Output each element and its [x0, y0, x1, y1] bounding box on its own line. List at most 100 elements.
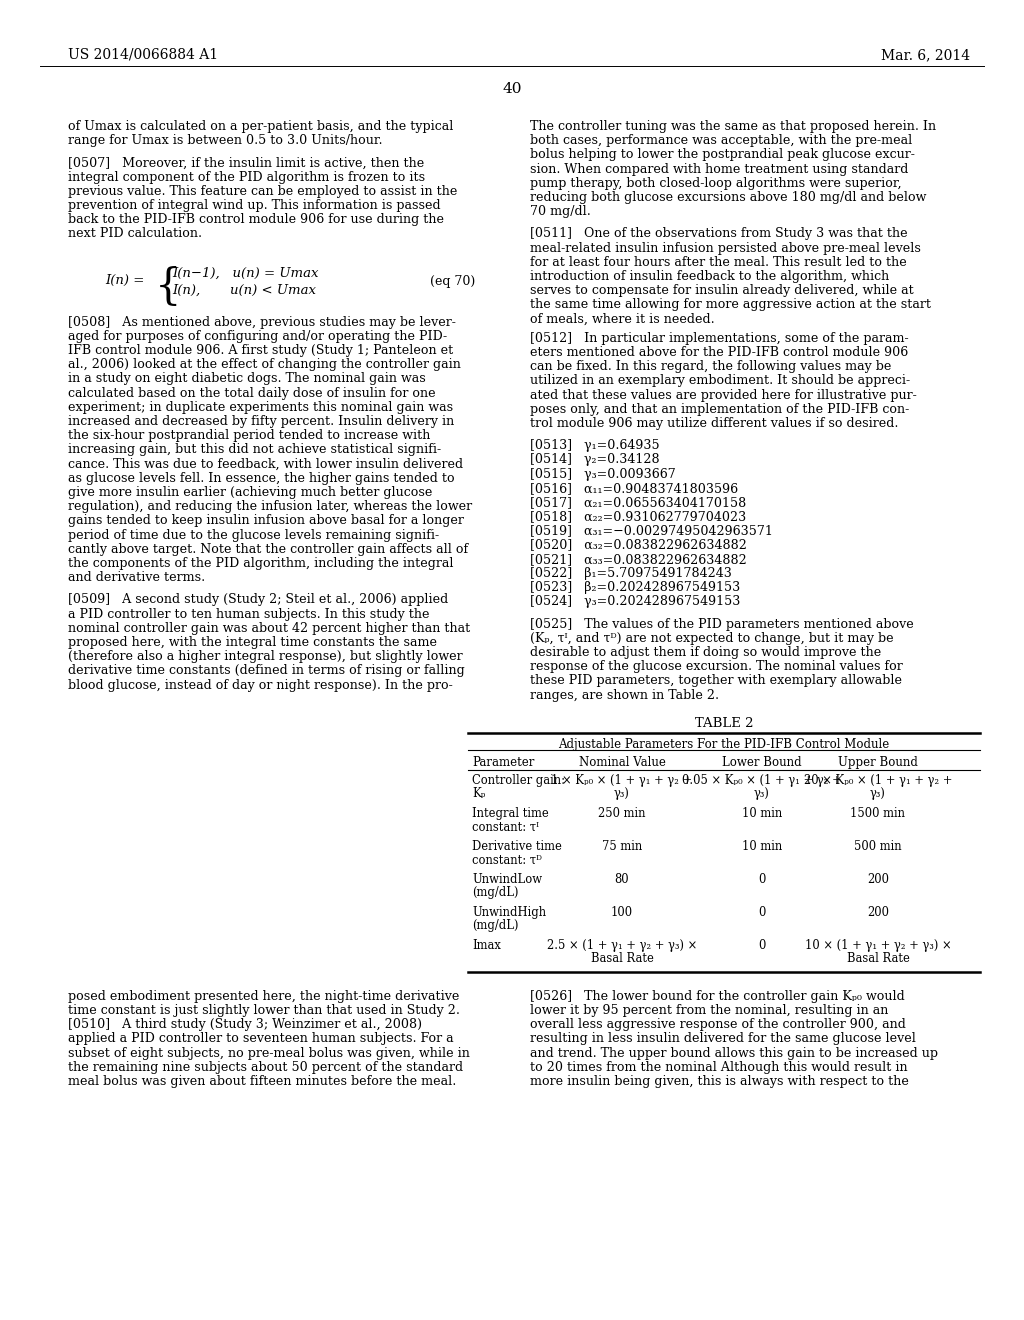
Text: trol module 906 may utilize different values if so desired.: trol module 906 may utilize different va… — [530, 417, 898, 430]
Text: 70 mg/dl.: 70 mg/dl. — [530, 205, 591, 218]
Text: can be fixed. In this regard, the following values may be: can be fixed. In this regard, the follow… — [530, 360, 891, 374]
Text: 500 min: 500 min — [854, 840, 902, 853]
Text: Basal Rate: Basal Rate — [591, 952, 653, 965]
Text: cantly above target. Note that the controller gain affects all of: cantly above target. Note that the contr… — [68, 543, 468, 556]
Text: [0515]   γ₃=0.0093667: [0515] γ₃=0.0093667 — [530, 467, 676, 480]
Text: US 2014/0066884 A1: US 2014/0066884 A1 — [68, 48, 218, 62]
Text: 0: 0 — [759, 939, 766, 952]
Text: 1 × Kₚ₀ × (1 + γ₁ + γ₂ +: 1 × Kₚ₀ × (1 + γ₁ + γ₂ + — [551, 774, 692, 787]
Text: these PID parameters, together with exemplary allowable: these PID parameters, together with exem… — [530, 675, 902, 688]
Text: 20 × Kₚ₀ × (1 + γ₁ + γ₂ +: 20 × Kₚ₀ × (1 + γ₁ + γ₂ + — [804, 774, 952, 787]
Text: and trend. The upper bound allows this gain to be increased up: and trend. The upper bound allows this g… — [530, 1047, 938, 1060]
Text: (mg/dL): (mg/dL) — [472, 886, 518, 899]
Text: the components of the PID algorithm, including the integral: the components of the PID algorithm, inc… — [68, 557, 454, 570]
Text: Controller gain:: Controller gain: — [472, 774, 565, 787]
Text: reducing both glucose excursions above 180 mg/dl and below: reducing both glucose excursions above 1… — [530, 191, 927, 205]
Text: back to the PID-IFB control module 906 for use during the: back to the PID-IFB control module 906 f… — [68, 214, 444, 226]
Text: [0526]   The lower bound for the controller gain Kₚ₀ would: [0526] The lower bound for the controlle… — [530, 990, 905, 1003]
Text: lower it by 95 percent from the nominal, resulting in an: lower it by 95 percent from the nominal,… — [530, 1005, 889, 1016]
Text: poses only, and that an implementation of the PID-IFB con-: poses only, and that an implementation o… — [530, 403, 909, 416]
Text: increasing gain, but this did not achieve statistical signifi-: increasing gain, but this did not achiev… — [68, 444, 441, 457]
Text: γ₃): γ₃) — [614, 787, 630, 800]
Text: 1500 min: 1500 min — [851, 807, 905, 820]
Text: time constant is just slightly lower than that used in Study 2.: time constant is just slightly lower tha… — [68, 1005, 460, 1016]
Text: 250 min: 250 min — [598, 807, 646, 820]
Text: γ₃): γ₃) — [870, 787, 886, 800]
Text: eters mentioned above for the PID-IFB control module 906: eters mentioned above for the PID-IFB co… — [530, 346, 908, 359]
Text: [0513]   γ₁=0.64935: [0513] γ₁=0.64935 — [530, 440, 659, 453]
Text: constant: τᴰ: constant: τᴰ — [472, 853, 542, 866]
Text: [0522]   β₁=5.70975491784243: [0522] β₁=5.70975491784243 — [530, 568, 732, 579]
Text: blood glucose, instead of day or night response). In the pro-: blood glucose, instead of day or night r… — [68, 678, 453, 692]
Text: Mar. 6, 2014: Mar. 6, 2014 — [881, 48, 970, 62]
Text: 80: 80 — [614, 873, 630, 886]
Text: both cases, performance was acceptable, with the pre-meal: both cases, performance was acceptable, … — [530, 135, 912, 148]
Text: UnwindHigh: UnwindHigh — [472, 906, 546, 919]
Text: Derivative time: Derivative time — [472, 840, 562, 853]
Text: proposed here, with the integral time constants the same: proposed here, with the integral time co… — [68, 636, 437, 649]
Text: [0520]   α₃₂=0.083822962634882: [0520] α₃₂=0.083822962634882 — [530, 539, 746, 552]
Text: [0518]   α₂₂=0.931062779704023: [0518] α₂₂=0.931062779704023 — [530, 511, 746, 523]
Text: (eq 70): (eq 70) — [430, 275, 475, 288]
Text: 0: 0 — [759, 906, 766, 919]
Text: 100: 100 — [611, 906, 633, 919]
Text: as glucose levels fell. In essence, the higher gains tended to: as glucose levels fell. In essence, the … — [68, 471, 455, 484]
Text: ranges, are shown in Table 2.: ranges, are shown in Table 2. — [530, 689, 719, 702]
Text: Nominal Value: Nominal Value — [579, 756, 666, 768]
Text: 75 min: 75 min — [602, 840, 642, 853]
Text: applied a PID controller to seventeen human subjects. For a: applied a PID controller to seventeen hu… — [68, 1032, 454, 1045]
Text: introduction of insulin feedback to the algorithm, which: introduction of insulin feedback to the … — [530, 271, 889, 282]
Text: The controller tuning was the same as that proposed herein. In: The controller tuning was the same as th… — [530, 120, 936, 133]
Text: serves to compensate for insulin already delivered, while at: serves to compensate for insulin already… — [530, 284, 913, 297]
Text: the same time allowing for more aggressive action at the start: the same time allowing for more aggressi… — [530, 298, 931, 312]
Text: 2.5 × (1 + γ₁ + γ₂ + γ₃) ×: 2.5 × (1 + γ₁ + γ₂ + γ₃) × — [547, 939, 697, 952]
Text: 10 min: 10 min — [741, 840, 782, 853]
Text: derivative time constants (defined in terms of rising or falling: derivative time constants (defined in te… — [68, 664, 465, 677]
Text: regulation), and reducing the infusion later, whereas the lower: regulation), and reducing the infusion l… — [68, 500, 472, 513]
Text: prevention of integral wind up. This information is passed: prevention of integral wind up. This inf… — [68, 199, 440, 213]
Text: [0510]   A third study (Study 3; Weinzimer et al., 2008): [0510] A third study (Study 3; Weinzimer… — [68, 1018, 422, 1031]
Text: [0523]   β₂=0.202428967549153: [0523] β₂=0.202428967549153 — [530, 581, 740, 594]
Text: I(n−1),   u(n) = Umax: I(n−1), u(n) = Umax — [172, 267, 318, 280]
Text: subset of eight subjects, no pre-meal bolus was given, while in: subset of eight subjects, no pre-meal bo… — [68, 1047, 470, 1060]
Text: gains tended to keep insulin infusion above basal for a longer: gains tended to keep insulin infusion ab… — [68, 515, 464, 528]
Text: integral component of the PID algorithm is frozen to its: integral component of the PID algorithm … — [68, 170, 425, 183]
Text: [0519]   α₃₁=−0.00297495042963571: [0519] α₃₁=−0.00297495042963571 — [530, 524, 773, 537]
Text: Lower Bound: Lower Bound — [722, 756, 802, 768]
Text: Adjustable Parameters For the PID-IFB Control Module: Adjustable Parameters For the PID-IFB Co… — [558, 738, 890, 751]
Text: 0.05 × Kₚ₀ × (1 + γ₁ + γ₂ +: 0.05 × Kₚ₀ × (1 + γ₁ + γ₂ + — [682, 774, 842, 787]
Text: I(n) =: I(n) = — [105, 273, 144, 286]
Text: [0508]   As mentioned above, previous studies may be lever-: [0508] As mentioned above, previous stud… — [68, 315, 456, 329]
Text: Parameter: Parameter — [472, 756, 535, 768]
Text: γ₃): γ₃) — [754, 787, 770, 800]
Text: to 20 times from the nominal Although this would result in: to 20 times from the nominal Although th… — [530, 1061, 907, 1073]
Text: of meals, where it is needed.: of meals, where it is needed. — [530, 313, 715, 326]
Text: the remaining nine subjects about 50 percent of the standard: the remaining nine subjects about 50 per… — [68, 1061, 463, 1073]
Text: and derivative terms.: and derivative terms. — [68, 572, 205, 585]
Text: meal-related insulin infusion persisted above pre-meal levels: meal-related insulin infusion persisted … — [530, 242, 921, 255]
Text: 10 × (1 + γ₁ + γ₂ + γ₃) ×: 10 × (1 + γ₁ + γ₂ + γ₃) × — [805, 939, 951, 952]
Text: Imax: Imax — [472, 939, 501, 952]
Text: Upper Bound: Upper Bound — [838, 756, 918, 768]
Text: IFB control module 906. A first study (Study 1; Panteleon et: IFB control module 906. A first study (S… — [68, 345, 454, 356]
Text: of Umax is calculated on a per-patient basis, and the typical: of Umax is calculated on a per-patient b… — [68, 120, 454, 133]
Text: 0: 0 — [759, 873, 766, 886]
Text: calculated based on the total daily dose of insulin for one: calculated based on the total daily dose… — [68, 387, 435, 400]
Text: aged for purposes of configuring and/or operating the PID-: aged for purposes of configuring and/or … — [68, 330, 447, 343]
Text: give more insulin earlier (achieving much better glucose: give more insulin earlier (achieving muc… — [68, 486, 432, 499]
Text: cance. This was due to feedback, with lower insulin delivered: cance. This was due to feedback, with lo… — [68, 458, 463, 471]
Text: overall less aggressive response of the controller 900, and: overall less aggressive response of the … — [530, 1018, 906, 1031]
Text: I(n),       u(n) < Umax: I(n), u(n) < Umax — [172, 284, 316, 297]
Text: more insulin being given, this is always with respect to the: more insulin being given, this is always… — [530, 1074, 909, 1088]
Text: the six-hour postprandial period tended to increase with: the six-hour postprandial period tended … — [68, 429, 430, 442]
Text: meal bolus was given about fifteen minutes before the meal.: meal bolus was given about fifteen minut… — [68, 1074, 457, 1088]
Text: desirable to adjust them if doing so would improve the: desirable to adjust them if doing so wou… — [530, 645, 882, 659]
Text: 10 min: 10 min — [741, 807, 782, 820]
Text: response of the glucose excursion. The nominal values for: response of the glucose excursion. The n… — [530, 660, 903, 673]
Text: al., 2006) looked at the effect of changing the controller gain: al., 2006) looked at the effect of chang… — [68, 358, 461, 371]
Text: a PID controller to ten human subjects. In this study the: a PID controller to ten human subjects. … — [68, 607, 429, 620]
Text: utilized in an exemplary embodiment. It should be appreci-: utilized in an exemplary embodiment. It … — [530, 375, 910, 387]
Text: UnwindLow: UnwindLow — [472, 873, 542, 886]
Text: [0507]   Moreover, if the insulin limit is active, then the: [0507] Moreover, if the insulin limit is… — [68, 156, 424, 169]
Text: [0509]   A second study (Study 2; Steil et al., 2006) applied: [0509] A second study (Study 2; Steil et… — [68, 594, 449, 606]
